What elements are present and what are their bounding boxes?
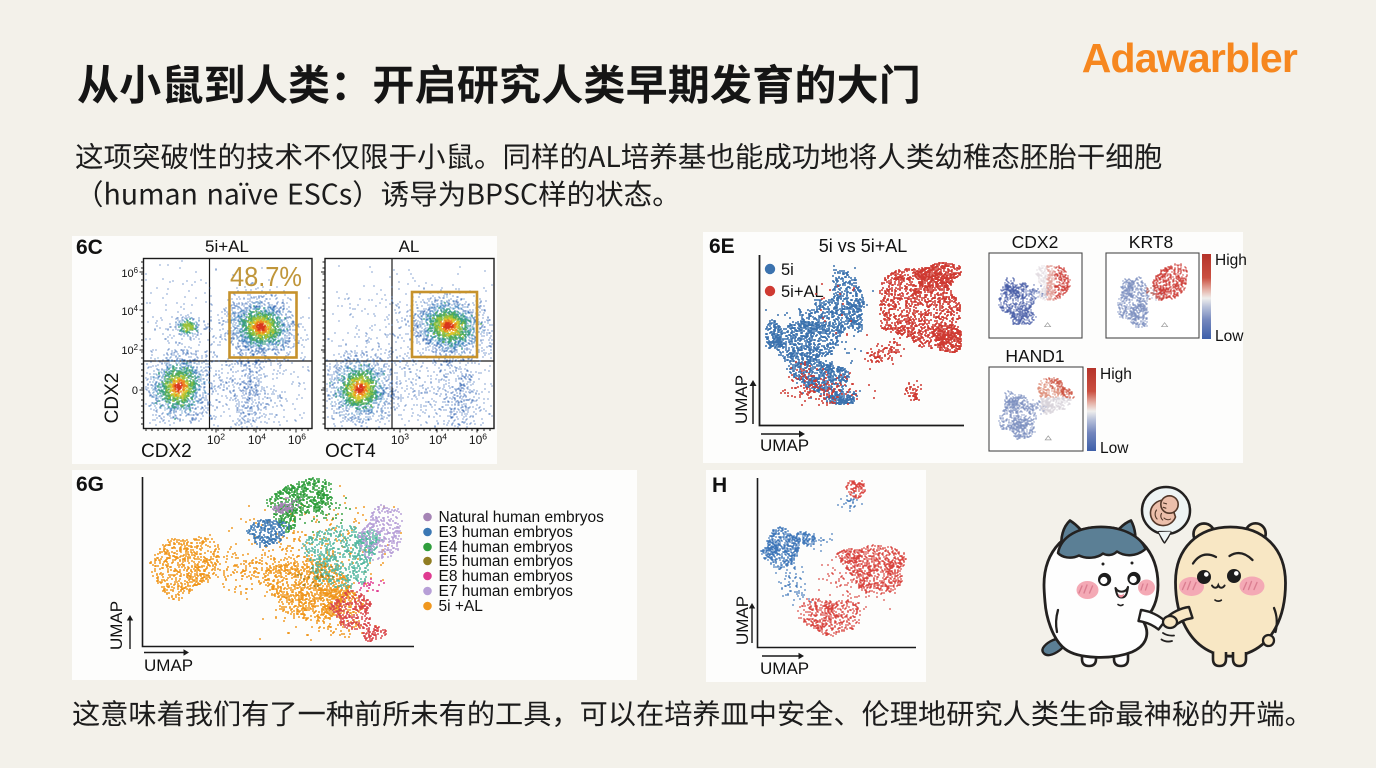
svg-text:CDX2: CDX2 bbox=[1012, 232, 1059, 252]
svg-text:UMAP: UMAP bbox=[107, 601, 126, 650]
svg-text:6G: 6G bbox=[76, 473, 104, 496]
svg-text:5i+AL: 5i+AL bbox=[205, 237, 249, 256]
svg-text:Low: Low bbox=[1215, 328, 1244, 345]
svg-text:Adawarbler: Adawarbler bbox=[1082, 35, 1298, 81]
svg-text:CDX2: CDX2 bbox=[102, 373, 123, 424]
svg-text:5i: 5i bbox=[781, 261, 794, 279]
svg-text:UMAP: UMAP bbox=[732, 375, 751, 424]
svg-text:UMAP: UMAP bbox=[760, 436, 809, 455]
svg-text:KRT8: KRT8 bbox=[1129, 232, 1173, 252]
svg-text:E5 human embryos: E5 human embryos bbox=[439, 553, 574, 570]
svg-text:5i+AL: 5i+AL bbox=[781, 283, 824, 301]
svg-text:High: High bbox=[1100, 366, 1132, 383]
svg-text:6E: 6E bbox=[709, 235, 735, 258]
svg-text:HAND1: HAND1 bbox=[1005, 346, 1064, 366]
svg-text:6C: 6C bbox=[76, 236, 103, 259]
svg-text:Low: Low bbox=[1100, 440, 1129, 457]
svg-text:UMAP: UMAP bbox=[144, 656, 193, 675]
svg-text:5i vs 5i+AL: 5i vs 5i+AL bbox=[819, 236, 908, 256]
svg-text:OCT4: OCT4 bbox=[325, 441, 376, 462]
svg-text:AL: AL bbox=[399, 237, 420, 256]
svg-text:E4 human embryos: E4 human embryos bbox=[439, 539, 574, 556]
svg-text:0: 0 bbox=[132, 385, 138, 397]
svg-text:E7 human embryos: E7 human embryos bbox=[439, 583, 574, 600]
svg-text:High: High bbox=[1215, 252, 1247, 269]
svg-text:Natural human embryos: Natural human embryos bbox=[439, 509, 605, 526]
svg-text:UMAP: UMAP bbox=[733, 596, 752, 645]
svg-text:H: H bbox=[712, 474, 727, 497]
svg-text:48.7%: 48.7% bbox=[230, 261, 302, 292]
svg-text:E8 human embryos: E8 human embryos bbox=[439, 568, 574, 585]
svg-text:UMAP: UMAP bbox=[760, 659, 809, 678]
svg-text:5i +AL: 5i +AL bbox=[439, 598, 484, 615]
svg-text:E3 human embryos: E3 human embryos bbox=[439, 524, 574, 541]
svg-text:CDX2: CDX2 bbox=[141, 441, 192, 462]
